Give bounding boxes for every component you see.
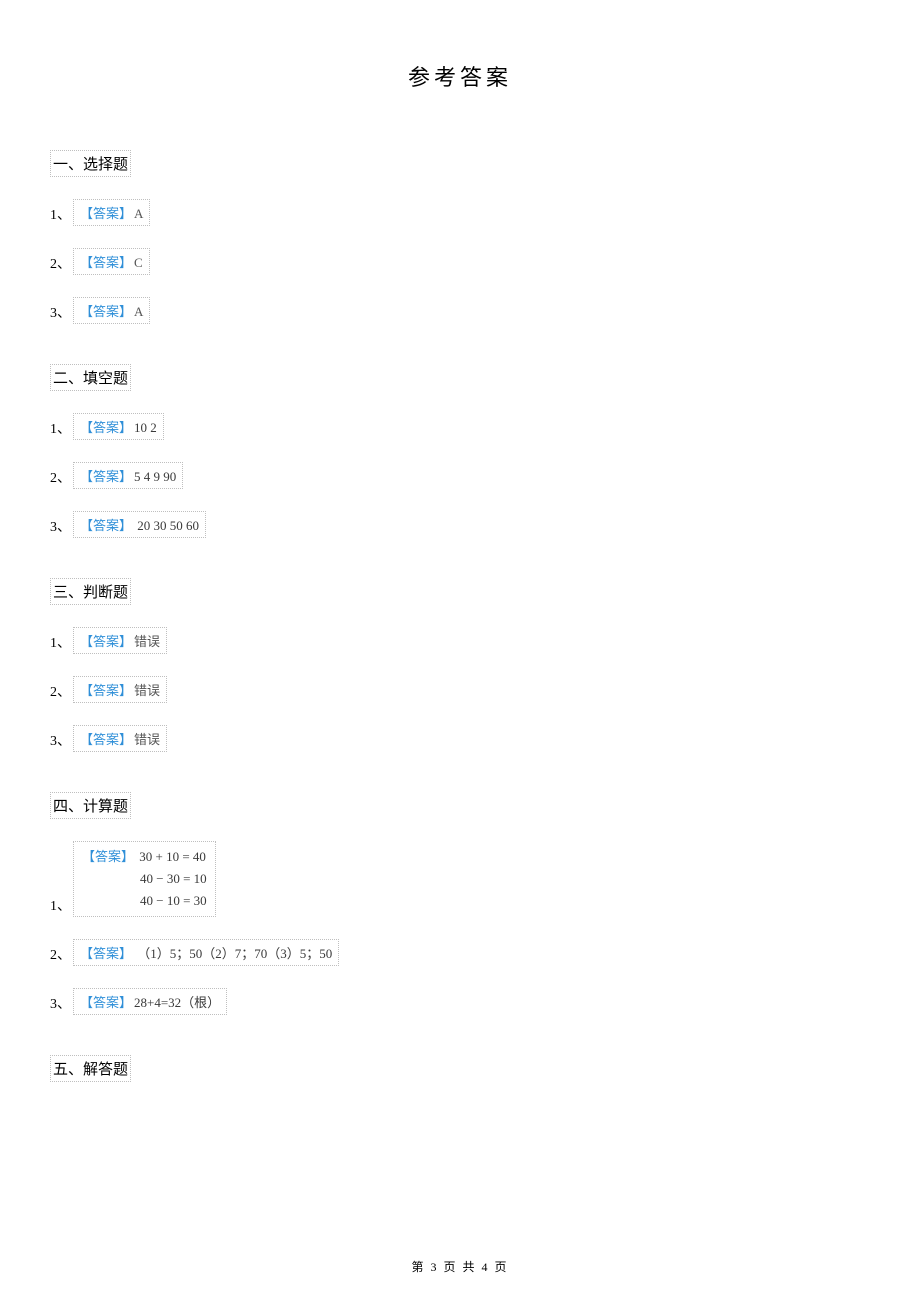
answer-label: 【答案】 xyxy=(80,420,132,435)
answer-value: 10 2 xyxy=(134,420,157,435)
item-number: 1、 xyxy=(50,204,71,226)
item-number: 2、 xyxy=(50,944,71,966)
section-4-heading: 四、计算题 xyxy=(50,792,131,819)
section-3: 三、判断题 1、 【答案】错误 2、 【答案】错误 3、 【答案】错误 xyxy=(50,560,870,752)
answer-label: 【答案】 xyxy=(80,634,132,649)
answer-box: 【答案】错误 xyxy=(73,725,167,752)
answer-box: 【答案】 20 30 50 60 xyxy=(73,511,206,538)
answer-box: 【答案】错误 xyxy=(73,676,167,703)
answer-box: 【答案】A xyxy=(73,297,150,324)
item-number: 2、 xyxy=(50,681,71,703)
answer-label: 【答案】 xyxy=(80,995,132,1010)
answer-value: 错误 xyxy=(134,683,160,698)
answer-value: A xyxy=(134,304,143,319)
answer-label: 【答案】 xyxy=(80,255,132,270)
item-number: 3、 xyxy=(50,993,71,1015)
answer-value: 错误 xyxy=(134,634,160,649)
answer-box: 【答案】 （1）5；50（2）7；70（3）5；50 xyxy=(73,939,339,966)
item-number: 3、 xyxy=(50,516,71,538)
answer-value: 40 − 10 = 30 xyxy=(140,893,207,908)
item-number: 3、 xyxy=(50,730,71,752)
s2-item-2: 2、 【答案】5 4 9 90 xyxy=(50,462,870,489)
answer-label: 【答案】 xyxy=(80,206,132,221)
s3-item-1: 1、 【答案】错误 xyxy=(50,627,870,654)
page-title: 参考答案 xyxy=(50,60,870,92)
answer-value: （1）5；50（2）7；70（3）5；50 xyxy=(134,946,332,961)
footer-prefix: 第 xyxy=(411,1260,425,1274)
answer-label: 【答案】 xyxy=(82,849,134,864)
item-number: 1、 xyxy=(50,895,71,917)
section-2: 二、填空题 1、 【答案】10 2 2、 【答案】5 4 9 90 3、 【答案… xyxy=(50,346,870,538)
s3-item-3: 3、 【答案】错误 xyxy=(50,725,870,752)
s1-item-1: 1、 【答案】A xyxy=(50,199,870,226)
item-number: 2、 xyxy=(50,253,71,275)
s4-item-1: 1、 【答案】 30 + 10 = 40 40 − 30 = 10 40 − 1… xyxy=(50,841,870,917)
section-1-heading: 一、选择题 xyxy=(50,150,131,177)
section-1: 一、选择题 1、 【答案】A 2、 【答案】C 3、 【答案】A xyxy=(50,132,870,324)
s2-item-1: 1、 【答案】10 2 xyxy=(50,413,870,440)
answer-value: 30 + 10 = 40 xyxy=(136,849,206,864)
s4-item-3: 3、 【答案】28+4=32（根） xyxy=(50,988,870,1015)
answer-box: 【答案】A xyxy=(73,199,150,226)
page-footer: 第 3 页 共 4 页 xyxy=(0,1258,920,1275)
answer-value: C xyxy=(134,255,143,270)
s1-item-2: 2、 【答案】C xyxy=(50,248,870,275)
section-4: 四、计算题 1、 【答案】 30 + 10 = 40 40 − 30 = 10 … xyxy=(50,774,870,1015)
answer-value: 错误 xyxy=(134,732,160,747)
answer-value: 28+4=32（根） xyxy=(134,995,220,1010)
item-number: 3、 xyxy=(50,302,71,324)
answer-box: 【答案】10 2 xyxy=(73,413,164,440)
footer-mid2: 页 xyxy=(495,1260,509,1274)
answer-label: 【答案】 xyxy=(80,732,132,747)
answer-value: 20 30 50 60 xyxy=(134,518,199,533)
s3-item-2: 2、 【答案】错误 xyxy=(50,676,870,703)
s1-item-3: 3、 【答案】A xyxy=(50,297,870,324)
item-number: 2、 xyxy=(50,467,71,489)
footer-mid1: 页 共 xyxy=(443,1260,476,1274)
section-5: 五、解答题 xyxy=(50,1037,870,1096)
answer-label: 【答案】 xyxy=(80,469,132,484)
section-2-heading: 二、填空题 xyxy=(50,364,131,391)
answer-value: 40 − 30 = 10 xyxy=(140,871,207,886)
answer-box: 【答案】错误 xyxy=(73,627,167,654)
answer-label: 【答案】 xyxy=(80,683,132,698)
footer-total-pages: 4 xyxy=(482,1260,490,1274)
answer-value: 5 4 9 90 xyxy=(134,469,176,484)
section-3-heading: 三、判断题 xyxy=(50,578,131,605)
item-number: 1、 xyxy=(50,418,71,440)
answer-box: 【答案】28+4=32（根） xyxy=(73,988,227,1015)
answer-label: 【答案】 xyxy=(80,518,132,533)
page: 参考答案 一、选择题 1、 【答案】A 2、 【答案】C 3、 【答案】A 二、… xyxy=(0,0,920,1303)
answer-box: 【答案】C xyxy=(73,248,150,275)
answer-box: 【答案】5 4 9 90 xyxy=(73,462,183,489)
answer-label: 【答案】 xyxy=(80,304,132,319)
s4-item-2: 2、 【答案】 （1）5；50（2）7；70（3）5；50 xyxy=(50,939,870,966)
answer-label: 【答案】 xyxy=(80,946,132,961)
s2-item-3: 3、 【答案】 20 30 50 60 xyxy=(50,511,870,538)
answer-box: 【答案】 30 + 10 = 40 40 − 30 = 10 40 − 10 =… xyxy=(73,841,216,917)
section-5-heading: 五、解答题 xyxy=(50,1055,131,1082)
answer-value: A xyxy=(134,206,143,221)
item-number: 1、 xyxy=(50,632,71,654)
footer-current-page: 3 xyxy=(430,1260,438,1274)
